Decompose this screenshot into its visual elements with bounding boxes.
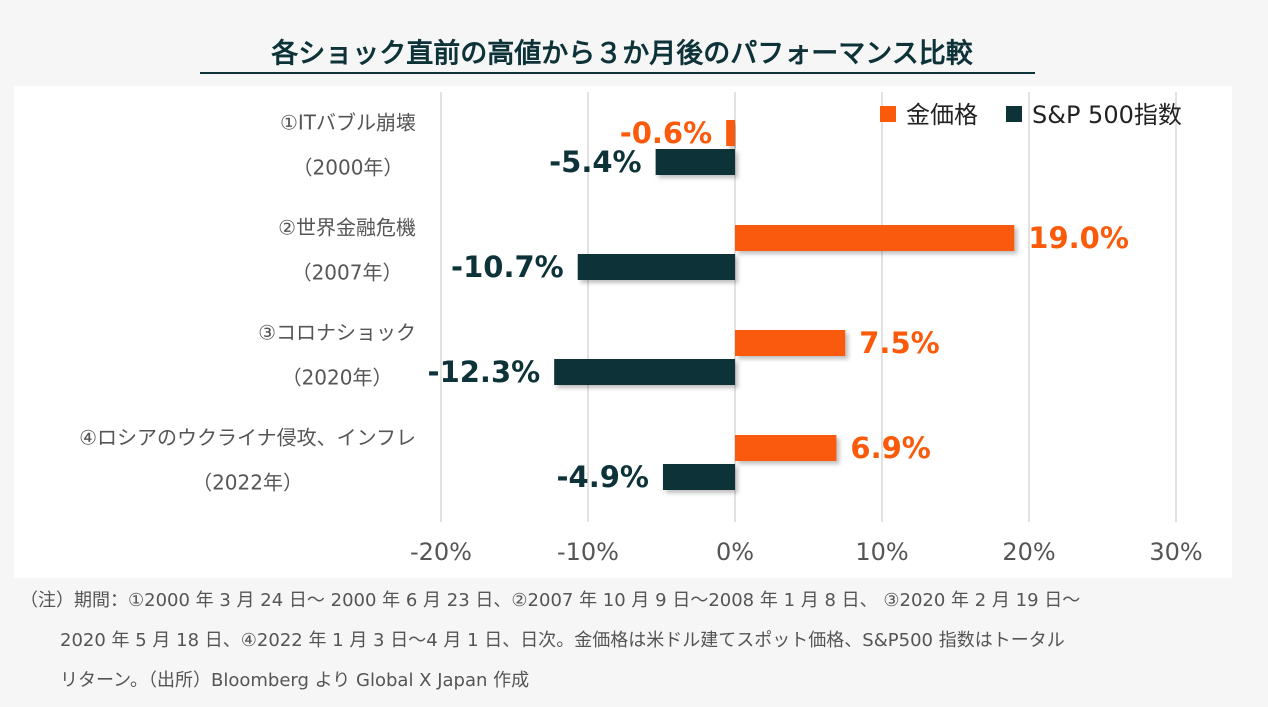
category-label: ①ITバブル崩壊 — [280, 111, 416, 135]
note: 2020 年 5 月 18 日、④2022 年 1 月 3 日～4 月 1 日、… — [60, 630, 1065, 651]
value-label: -5.4% — [549, 145, 641, 179]
note: （注）期間：①2000 年 3 月 24 日～ 2000 年 6 月 23 日、… — [20, 590, 1080, 611]
category-label: （2022年） — [192, 471, 303, 495]
x-tick-label: 30% — [1149, 538, 1202, 566]
bar — [735, 330, 846, 356]
bar — [655, 149, 735, 175]
legend-label: 金価格 — [906, 101, 978, 129]
value-label: 6.9% — [850, 431, 930, 465]
bar — [735, 225, 1015, 251]
chart-title: 各ショック直前の高値から３か月後のパフォーマンス比較 — [270, 38, 973, 70]
x-tick-label: 0% — [716, 538, 754, 566]
value-label: -10.7% — [451, 250, 564, 284]
note: リターン。（出所）Bloomberg より Global X Japan 作成 — [60, 670, 529, 691]
legend-swatch — [1006, 106, 1022, 122]
category-label: ②世界金融危機 — [278, 216, 416, 240]
x-tick-label: 10% — [855, 538, 908, 566]
value-label: 19.0% — [1028, 221, 1129, 255]
x-tick-label: -20% — [410, 538, 472, 566]
bar — [735, 435, 837, 461]
bar — [662, 464, 735, 490]
category-label: （2007年） — [292, 261, 403, 285]
category-label: （2000年） — [293, 156, 404, 180]
x-tick-label: 20% — [1002, 538, 1055, 566]
bar — [577, 254, 735, 280]
value-label: 7.5% — [859, 326, 939, 360]
value-label: -0.6% — [620, 116, 712, 150]
legend-label: S&P 500指数 — [1032, 101, 1182, 129]
category-label: ③コロナショック — [258, 321, 416, 345]
value-label: -12.3% — [428, 355, 541, 389]
legend-swatch — [880, 106, 896, 122]
category-label: ④ロシアのウクライナ侵攻、インフレ — [79, 426, 416, 450]
value-label: -4.9% — [557, 460, 649, 494]
x-tick-label: -10% — [557, 538, 619, 566]
category-label: （2020年） — [282, 366, 393, 390]
bar — [554, 359, 735, 385]
bar — [726, 120, 735, 146]
